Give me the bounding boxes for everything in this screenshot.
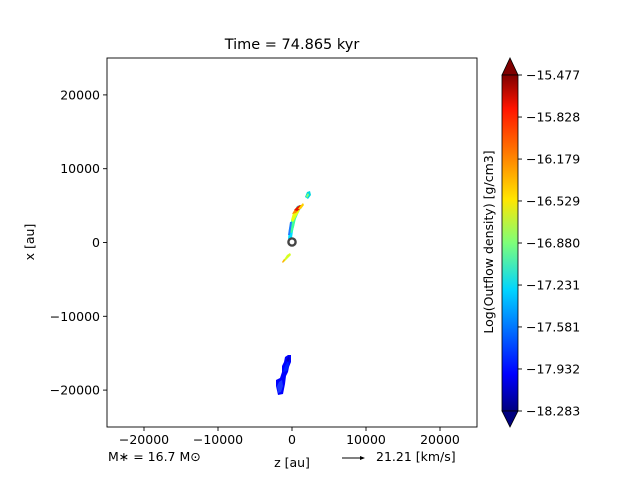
contour-region-upper-jet-stem xyxy=(288,222,292,235)
y-tick-label: −20000 xyxy=(50,383,100,398)
contour-region-upper-jet-tip xyxy=(298,203,304,209)
contour-regions xyxy=(276,191,311,395)
y-axis-label: x [au] xyxy=(22,224,37,261)
contour-region-upper-jet-blob-core xyxy=(306,193,309,198)
colorbar-body xyxy=(501,74,519,412)
colorbar-tick-label: −16.529 xyxy=(526,193,580,208)
x-tick-label: −20000 xyxy=(119,432,169,447)
contour-region-lower-knot-inner xyxy=(277,380,283,393)
velocity-scale-label: 21.21 [km/s] xyxy=(376,449,456,464)
colorbar-extend-bottom xyxy=(501,410,519,428)
colorbar-tick-label: −18.283 xyxy=(526,404,580,419)
y-tick-label: −10000 xyxy=(50,309,100,324)
plot-area xyxy=(107,58,477,427)
contour-region-lower-knot-core xyxy=(283,361,289,372)
x-tick-label: 0 xyxy=(288,432,296,447)
y-tick-label: 20000 xyxy=(60,87,100,102)
y-tick-label: 10000 xyxy=(60,161,100,176)
contour-region-counterjet-streak-edge xyxy=(282,259,285,263)
colorbar-tick-label: −17.231 xyxy=(526,278,580,293)
x-axis-label: z [au] xyxy=(274,455,310,470)
star-marker xyxy=(287,237,297,247)
contour-region-lower-knot-deep xyxy=(286,356,290,362)
colorbar-tick-label: −17.581 xyxy=(526,319,580,334)
y-axis: 20000 10000 0 −10000 −20000 xyxy=(50,87,107,398)
colorbar: −15.477 −15.828 −16.179 −16.529 −16.880 −17.2… xyxy=(481,57,580,428)
contour-region-counterjet-streak xyxy=(283,253,291,262)
x-tick-label: 10000 xyxy=(346,432,386,447)
colorbar-tick-label: −15.477 xyxy=(526,68,580,83)
star-mass-label: M∗ = 16.7 M⊙ xyxy=(108,449,201,464)
colorbar-tick-label: −16.179 xyxy=(526,152,580,167)
x-tick-label: 20000 xyxy=(420,432,460,447)
colorbar-label: Log(Outflow density) [g/cm3] xyxy=(481,150,496,333)
colorbar-tick-label: −17.932 xyxy=(526,361,580,376)
x-axis: −20000 −10000 0 10000 20000 xyxy=(119,427,460,447)
colorbar-tick-label: −16.880 xyxy=(526,236,580,251)
velocity-arrow-head xyxy=(360,456,365,460)
colorbar-extend-top xyxy=(501,57,519,76)
colorbar-tick-label: −15.828 xyxy=(526,110,580,125)
y-tick-label: 0 xyxy=(92,235,100,250)
chart-title: Time = 74.865 kyr xyxy=(224,37,360,53)
x-tick-label: −10000 xyxy=(193,432,243,447)
colorbar-ticks: −15.477 −15.828 −16.179 −16.529 −16.880 −17.2… xyxy=(518,68,580,419)
